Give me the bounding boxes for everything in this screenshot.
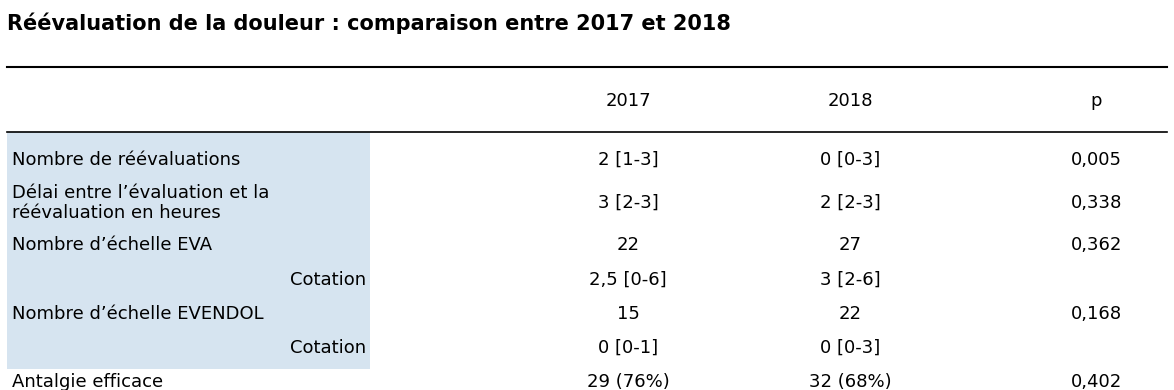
Text: Nombre d’échelle EVENDOL: Nombre d’échelle EVENDOL xyxy=(12,305,263,323)
Text: 2018: 2018 xyxy=(828,92,873,110)
Text: 0,338: 0,338 xyxy=(1071,194,1122,212)
Text: 0,402: 0,402 xyxy=(1071,373,1122,390)
Text: 27: 27 xyxy=(839,236,862,254)
Text: réévaluation en heures: réévaluation en heures xyxy=(12,204,221,222)
Text: Nombre de réévaluations: Nombre de réévaluations xyxy=(12,151,241,169)
Text: 0,168: 0,168 xyxy=(1071,305,1122,323)
Text: Nombre d’échelle EVA: Nombre d’échelle EVA xyxy=(12,236,212,254)
Text: 3 [2-6]: 3 [2-6] xyxy=(821,271,880,289)
Text: 2,5 [0-6]: 2,5 [0-6] xyxy=(589,271,667,289)
Text: 32 (68%): 32 (68%) xyxy=(809,373,892,390)
Bar xyxy=(7,132,370,390)
Text: 29 (76%): 29 (76%) xyxy=(587,373,669,390)
Text: Délai entre l’évaluation et la: Délai entre l’évaluation et la xyxy=(12,184,269,202)
Text: Réévaluation de la douleur : comparaison entre 2017 et 2018: Réévaluation de la douleur : comparaison… xyxy=(7,12,731,34)
Text: p: p xyxy=(1091,92,1102,110)
Text: Antalgie efficace: Antalgie efficace xyxy=(12,373,163,390)
Text: 0,005: 0,005 xyxy=(1071,151,1122,169)
Text: 0 [0-1]: 0 [0-1] xyxy=(598,339,659,357)
Text: 15: 15 xyxy=(616,305,640,323)
Text: 2 [2-3]: 2 [2-3] xyxy=(821,194,880,212)
Text: 0 [0-3]: 0 [0-3] xyxy=(821,151,880,169)
Text: 0,362: 0,362 xyxy=(1071,236,1122,254)
Text: 3 [2-3]: 3 [2-3] xyxy=(598,194,659,212)
Text: Cotation: Cotation xyxy=(290,339,365,357)
Text: 2017: 2017 xyxy=(605,92,650,110)
Text: 2 [1-3]: 2 [1-3] xyxy=(598,151,659,169)
Text: 22: 22 xyxy=(839,305,862,323)
Text: 0 [0-3]: 0 [0-3] xyxy=(821,339,880,357)
Text: Cotation: Cotation xyxy=(290,271,365,289)
Text: 22: 22 xyxy=(616,236,640,254)
